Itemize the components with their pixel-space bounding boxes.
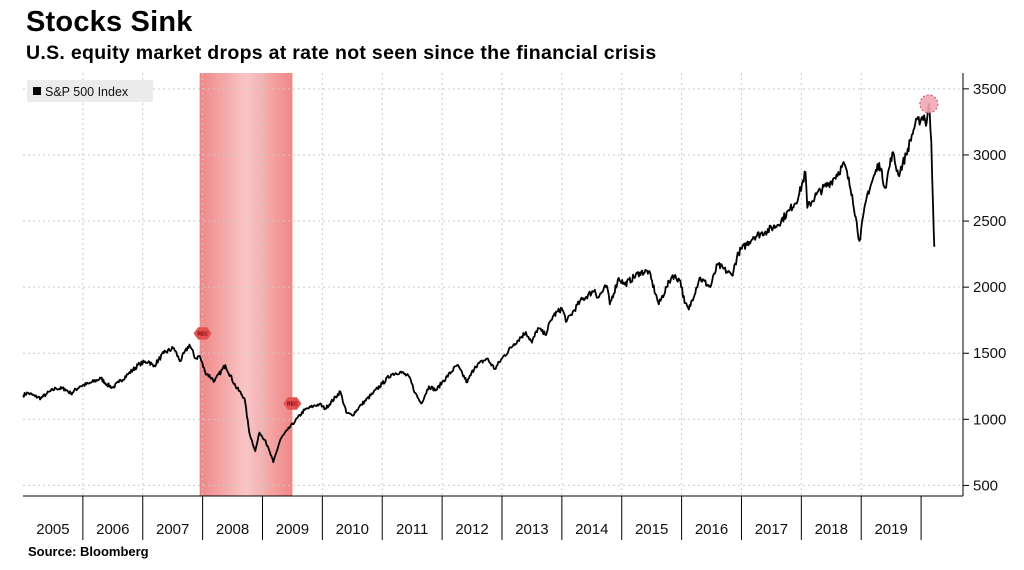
- x-tick-label: 2012: [455, 521, 488, 538]
- y-tick-label: 3000: [973, 147, 1006, 164]
- x-tick-label: 2016: [695, 521, 728, 538]
- y-tick-label: 3500: [973, 81, 1006, 98]
- source-note: Source: Bloomberg: [28, 544, 149, 559]
- y-tick-label: 2000: [973, 279, 1006, 296]
- recession-marker-label: REC: [197, 331, 208, 337]
- y-tick-label: 2500: [973, 213, 1006, 230]
- x-tick-label: 2014: [575, 521, 608, 538]
- x-tick-label: 2008: [216, 521, 249, 538]
- chart-subtitle: U.S. equity market drops at rate not see…: [26, 42, 657, 64]
- x-tick-label: 2013: [515, 521, 548, 538]
- x-tick-label: 2015: [635, 521, 668, 538]
- x-tick-label: 2005: [36, 521, 69, 538]
- x-tick-label: 2017: [755, 521, 788, 538]
- legend-label: S&P 500 Index: [45, 85, 129, 99]
- recession-marker: [193, 327, 212, 340]
- x-tick-label: 2006: [96, 521, 129, 538]
- series-layer: [22, 103, 936, 464]
- grid-layer: [23, 73, 963, 496]
- recession-marker: [283, 397, 302, 410]
- recession-shading-layer: [199, 73, 293, 496]
- y-tick-label: 500: [973, 477, 998, 494]
- x-tick-label: 2009: [276, 521, 309, 538]
- y-tick-label: 1000: [973, 411, 1006, 428]
- legend-swatch: [33, 87, 41, 95]
- legend-box: [27, 80, 153, 102]
- x-tick-label: 2010: [336, 521, 369, 538]
- chart-title: Stocks Sink: [26, 6, 193, 38]
- y-tick-label: 1500: [973, 345, 1006, 362]
- x-tick-label: 2018: [815, 521, 848, 538]
- x-tick-label: 2019: [874, 521, 907, 538]
- series-line-sp500: [22, 103, 936, 464]
- recession-marker-label: REC: [287, 401, 298, 407]
- axes-layer: 500 1000 1500 2000 2500 3000 3500 2005 2006 2007 2…: [23, 73, 1006, 540]
- x-tick-label: 2007: [156, 521, 189, 538]
- x-tick-label: 2011: [396, 521, 428, 538]
- peak-highlight-marker: [919, 94, 939, 114]
- marker-layer: REC REC: [193, 94, 939, 410]
- recession-band: [199, 73, 293, 496]
- legend: S&P 500 Index: [27, 80, 153, 102]
